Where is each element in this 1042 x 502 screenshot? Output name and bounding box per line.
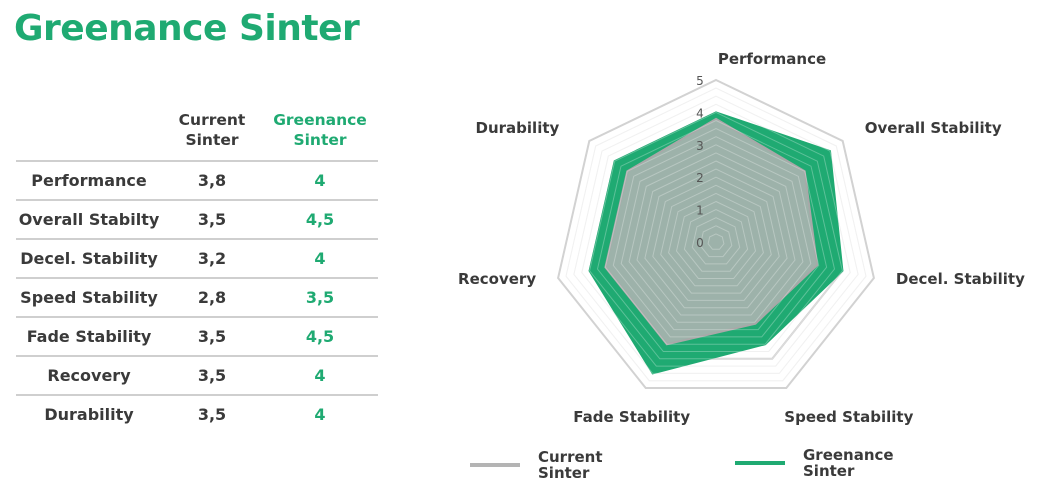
radar-overlay-gridline <box>612 136 820 338</box>
radar-overlay-gridline <box>565 87 867 382</box>
radar-overlay-gridline <box>573 95 859 374</box>
axis-label: Fade Stability <box>573 408 690 426</box>
greenance-value: 4,5 <box>262 316 378 356</box>
tick-label: 2 <box>696 171 704 185</box>
radar-overlay-gridline <box>581 103 851 367</box>
radar-overlay-gridline <box>589 111 843 360</box>
legend-item-current-sinter: Current Sinter <box>470 449 628 481</box>
tick-label: 0 <box>696 236 704 250</box>
legend-item-greenance-sinter: Greenance Sinter <box>735 446 894 480</box>
page-title: Greenance Sinter <box>14 8 360 49</box>
axis-label: Durability <box>476 119 560 137</box>
row-label: Durability <box>16 394 162 433</box>
current-value: 3,5 <box>162 394 262 433</box>
greenance-value: 3,5 <box>262 277 378 317</box>
greenance-value: 4 <box>262 238 378 278</box>
table-row: Durability 3,5 4 <box>16 394 378 433</box>
tick-label: 4 <box>696 106 704 120</box>
radar-overlay-gridline <box>691 217 741 265</box>
table-row: Recovery 3,5 4 <box>16 355 378 395</box>
axis-label: Decel. Stability <box>896 270 1025 288</box>
current-value: 3,5 <box>162 316 262 356</box>
radar-overlay-gridline <box>668 192 764 287</box>
current-value: 3,5 <box>162 355 262 395</box>
radar-minor-gridline <box>565 87 867 382</box>
row-label: Speed Stability <box>16 277 162 317</box>
greenance-value: 4 <box>262 394 378 433</box>
row-label: Decel. Stability <box>16 238 162 278</box>
current-value: 2,8 <box>162 277 262 317</box>
radar-overlay-gridline <box>636 160 796 316</box>
comparison-table: Current Sinter Greenance Sinter Performa… <box>16 110 378 433</box>
radar-overlay-gridline <box>675 200 757 279</box>
series-area-current-sinter <box>604 117 819 346</box>
legend-swatch-current <box>470 463 520 467</box>
table-row: Performance 3,8 4 <box>16 160 378 200</box>
radar-overlay-gridline <box>604 128 828 345</box>
radar-overlay-gridline <box>620 144 812 331</box>
radar-major-gridline <box>557 78 875 389</box>
axis-label: Overall Stability <box>865 119 1002 137</box>
row-label: Fade Stability <box>16 316 162 356</box>
tick-label: 3 <box>696 139 704 153</box>
radar-overlay-gridline <box>652 176 780 301</box>
header-label <box>16 110 162 161</box>
row-label: Recovery <box>16 355 162 395</box>
table-row: Speed Stability 2,8 3,5 <box>16 277 378 317</box>
radar-overlay-gridline <box>596 119 836 352</box>
radar-overlay-gridline <box>683 209 749 272</box>
header-current-sinter: Current Sinter <box>178 111 246 149</box>
greenance-value: 4 <box>262 355 378 395</box>
current-value: 3,2 <box>162 238 262 278</box>
legend-label-greenance: Greenance Sinter <box>803 446 894 480</box>
row-label: Overall Stabilty <box>16 199 162 239</box>
legend-swatch-greenance <box>735 461 785 465</box>
radar-overlay-gridline <box>628 152 804 323</box>
table-row: Fade Stability 3,5 4,5 <box>16 316 378 356</box>
radar-minor-gridline <box>573 95 859 374</box>
legend-label-current: Current Sinter <box>538 448 603 482</box>
table-header-row: Current Sinter Greenance Sinter <box>16 110 378 161</box>
radar-overlay-gridline <box>644 168 788 309</box>
current-value: 3,5 <box>162 199 262 239</box>
header-greenance-sinter: Greenance Sinter <box>273 111 367 149</box>
greenance-value: 4 <box>262 160 378 200</box>
row-label: Performance <box>16 160 162 200</box>
tick-label: 5 <box>696 74 704 88</box>
axis-label: Recovery <box>458 270 536 288</box>
tick-label: 1 <box>696 204 704 218</box>
greenance-value: 4,5 <box>262 199 378 239</box>
table-row: Overall Stabilty 3,5 4,5 <box>16 199 378 239</box>
radar-overlay-gridline <box>699 225 733 258</box>
axis-label: Speed Stability <box>784 408 913 426</box>
axis-label: Performance <box>718 50 826 68</box>
radar-overlay-gridline <box>660 184 772 294</box>
table-row: Decel. Stability 3,2 4 <box>16 238 378 278</box>
current-value: 3,8 <box>162 160 262 200</box>
radar-overlay-gridline <box>707 233 725 250</box>
radar-chart: 0 1 2 3 4 5 Performance Overall Stability Decel.… <box>458 50 1025 426</box>
